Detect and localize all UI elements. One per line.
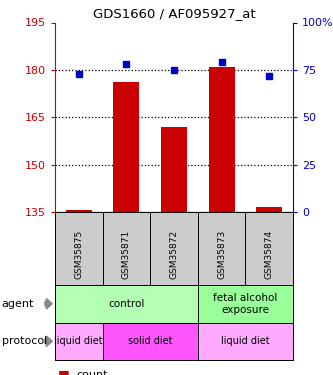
Text: liquid diet: liquid diet bbox=[221, 336, 270, 346]
Text: solid diet: solid diet bbox=[128, 336, 172, 346]
Text: GSM35871: GSM35871 bbox=[122, 230, 131, 279]
Text: GSM35872: GSM35872 bbox=[169, 230, 178, 279]
Text: fetal alcohol
exposure: fetal alcohol exposure bbox=[213, 293, 278, 315]
Text: control: control bbox=[108, 299, 145, 309]
Text: protocol: protocol bbox=[2, 336, 47, 346]
Text: liquid diet: liquid diet bbox=[54, 336, 103, 346]
Text: GSM35875: GSM35875 bbox=[74, 230, 83, 279]
Text: GSM35874: GSM35874 bbox=[265, 230, 274, 279]
Bar bbox=[208, 67, 235, 212]
Bar bbox=[113, 82, 140, 212]
Text: ■: ■ bbox=[58, 369, 70, 375]
Bar bbox=[66, 210, 92, 212]
Text: agent: agent bbox=[2, 299, 34, 309]
Title: GDS1660 / AF095927_at: GDS1660 / AF095927_at bbox=[93, 7, 255, 20]
Text: count: count bbox=[77, 370, 108, 375]
Text: GSM35873: GSM35873 bbox=[217, 230, 226, 279]
Bar bbox=[161, 127, 187, 212]
Bar bbox=[256, 207, 282, 212]
